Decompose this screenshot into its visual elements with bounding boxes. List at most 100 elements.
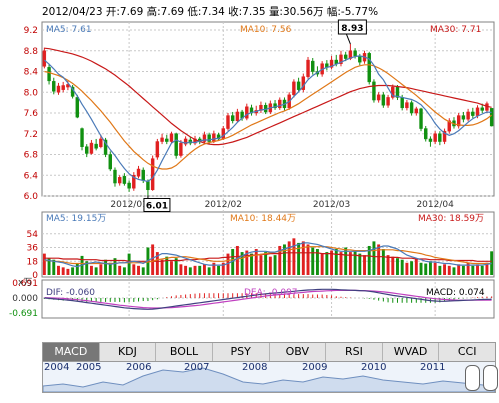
- volume-bar: [381, 249, 385, 275]
- volume-y-tick: 18: [27, 257, 39, 267]
- macd-y-tick: 0.691: [12, 279, 38, 289]
- candle-body: [174, 133, 178, 156]
- candle-body: [400, 97, 404, 109]
- candlestick: [226, 113, 230, 131]
- candle-body: [433, 133, 437, 142]
- candlestick: [117, 175, 122, 186]
- volume-y-tick: 0: [32, 271, 38, 281]
- candlestick: [160, 133, 164, 145]
- navigator-right-handle[interactable]: [483, 365, 498, 391]
- volume-bar: [61, 267, 65, 275]
- navigator-left-handle[interactable]: [465, 365, 480, 391]
- volume-bar: [94, 267, 98, 275]
- candlestick: [89, 139, 94, 155]
- volume-bar: [400, 259, 404, 275]
- candlestick: [85, 144, 89, 158]
- volume-bar: [428, 261, 432, 275]
- candle-body: [80, 128, 84, 147]
- candle-body: [202, 134, 207, 142]
- candle-body: [150, 158, 155, 191]
- candlestick: [155, 138, 160, 160]
- min-annotation-box: [143, 197, 171, 212]
- volume-bar: [250, 253, 253, 275]
- macd-dif-label: DIF: -0.060: [46, 288, 95, 298]
- max-annotation: 8.93: [341, 24, 363, 34]
- candle-body: [386, 97, 390, 106]
- volume-bar: [301, 241, 305, 275]
- volume-bar: [485, 262, 489, 275]
- candlestick: [122, 173, 127, 186]
- candlestick: [136, 165, 141, 179]
- volume-bar: [471, 265, 475, 275]
- candlestick: [174, 132, 178, 159]
- price-y-tick: 8.0: [24, 88, 39, 98]
- candlestick: [202, 131, 207, 144]
- candlestick: [132, 172, 136, 191]
- tab-cci[interactable]: CCI: [457, 345, 477, 358]
- volume-ma5-label: MA5: 19.15万: [46, 214, 107, 224]
- candle-body: [461, 115, 466, 120]
- timeline-navigator[interactable]: 2004 2005 2006 2007 2008 2009 2010 2011: [42, 361, 498, 393]
- price-y-tick: 7.6: [24, 109, 39, 119]
- tab-macd[interactable]: MACD: [43, 343, 100, 361]
- volume-bar: [367, 245, 371, 275]
- volume-bar: [226, 253, 230, 275]
- candlestick: [442, 128, 447, 145]
- volume-bar: [207, 267, 211, 275]
- volume-bar: [104, 259, 108, 275]
- volume-bar: [231, 249, 235, 275]
- volume-bar: [122, 267, 126, 275]
- candlestick: [311, 58, 315, 75]
- volume-bar: [330, 250, 334, 275]
- volume-bar: [132, 264, 136, 275]
- candle-body: [56, 85, 61, 93]
- volume-bar: [457, 264, 461, 275]
- volume-bar: [151, 244, 155, 275]
- volume-bar: [311, 247, 315, 275]
- candlestick: [428, 136, 433, 147]
- candlestick: [489, 108, 494, 127]
- candle-body: [381, 94, 386, 106]
- tab-rsi[interactable]: RSI: [326, 343, 383, 361]
- volume-bar: [127, 253, 131, 275]
- tab-wvad[interactable]: WVAD: [383, 343, 440, 361]
- volume-bar: [480, 265, 484, 275]
- volume-bar: [137, 265, 140, 275]
- candlestick: [424, 125, 428, 142]
- candle-body: [235, 111, 240, 122]
- candlestick: [372, 79, 376, 103]
- volume-ma30-label: MA30: 18.59万: [418, 214, 485, 224]
- price-y-tick: 7.2: [24, 130, 38, 140]
- candle-body: [419, 108, 423, 129]
- candle-body: [358, 55, 362, 63]
- volume-bar: [391, 256, 395, 275]
- candlestick: [391, 84, 395, 100]
- volume-bar: [348, 252, 352, 275]
- tab-psy[interactable]: PSY: [213, 343, 270, 361]
- price-ma5-label: MA5: 7.61: [46, 25, 92, 35]
- volume-bar: [198, 265, 202, 275]
- volume-bar: [292, 238, 296, 275]
- price-ma5-line: [44, 55, 492, 183]
- volume-bar: [443, 264, 447, 275]
- candlestick: [61, 81, 65, 93]
- tab-obv[interactable]: OBV: [270, 343, 327, 361]
- volume-bar: [52, 259, 56, 275]
- candlestick: [466, 108, 470, 122]
- volume-bar: [212, 262, 216, 275]
- candlestick: [165, 134, 169, 145]
- tab-kdj[interactable]: KDJ: [100, 343, 157, 361]
- nav-year-2010: 2010: [361, 362, 387, 373]
- candlestick: [113, 167, 117, 187]
- volume-bar: [188, 267, 192, 275]
- nav-year-2006: 2006: [126, 362, 152, 373]
- volume-bar: [396, 258, 399, 275]
- volume-unit-label: x万: [18, 278, 33, 288]
- volume-bar: [377, 244, 381, 275]
- candlestick: [381, 92, 386, 108]
- volume-bar: [315, 249, 319, 275]
- macd-dif-line: [44, 288, 492, 310]
- volume-bar: [339, 252, 343, 275]
- tab-boll[interactable]: BOLL: [156, 343, 213, 361]
